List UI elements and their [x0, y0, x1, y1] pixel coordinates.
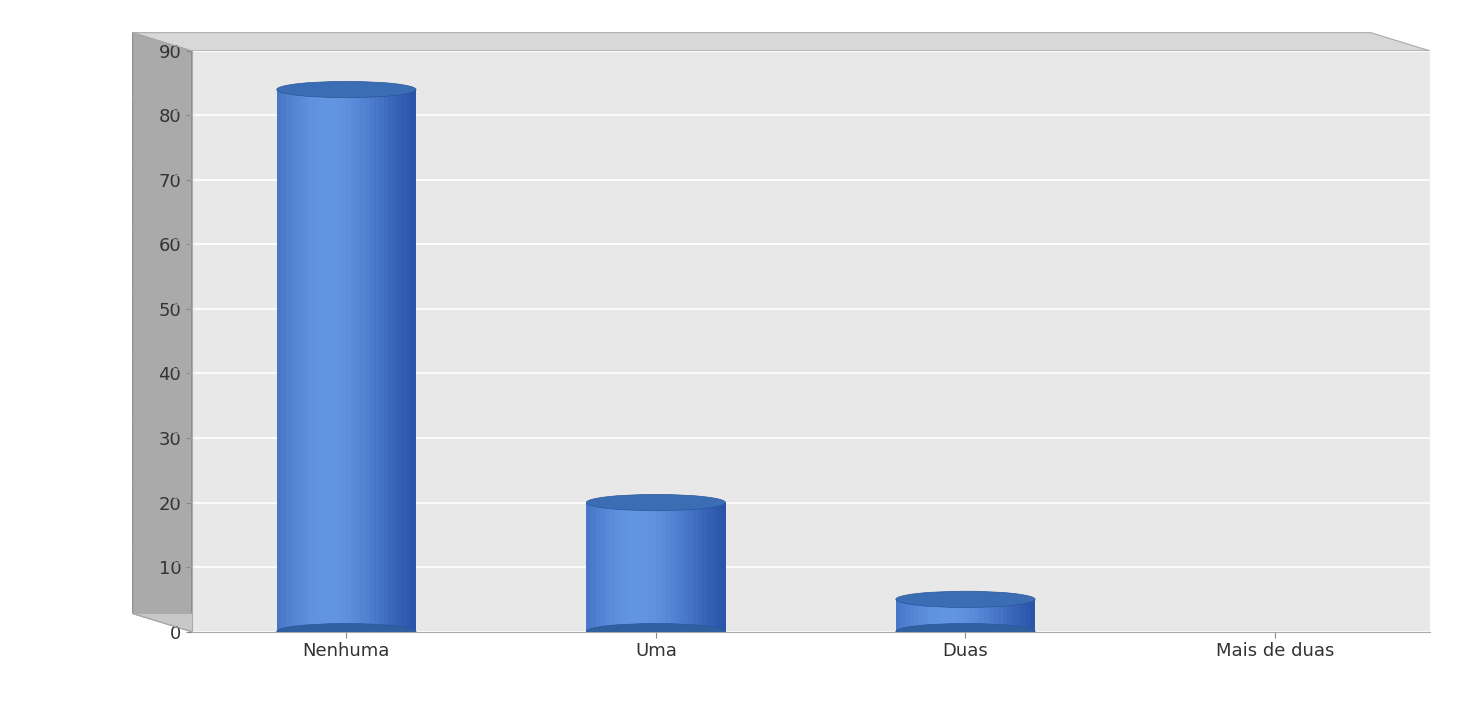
- Bar: [680, 502, 684, 632]
- Bar: [712, 502, 716, 632]
- Bar: [360, 89, 366, 632]
- Bar: [669, 502, 675, 632]
- Bar: [290, 89, 295, 632]
- Bar: [933, 600, 937, 632]
- Bar: [675, 502, 680, 632]
- Bar: [961, 600, 965, 632]
- Bar: [901, 600, 905, 632]
- Bar: [314, 89, 318, 632]
- Bar: [993, 600, 998, 632]
- Bar: [647, 502, 652, 632]
- Bar: [929, 600, 933, 632]
- Bar: [310, 89, 314, 632]
- Bar: [937, 600, 942, 632]
- Bar: [277, 89, 416, 632]
- Bar: [979, 600, 985, 632]
- Bar: [301, 89, 305, 632]
- Bar: [355, 89, 360, 632]
- Ellipse shape: [896, 591, 1035, 608]
- Bar: [277, 89, 282, 632]
- Bar: [998, 600, 1002, 632]
- Bar: [1030, 600, 1035, 632]
- Bar: [587, 502, 725, 632]
- Bar: [295, 89, 301, 632]
- Bar: [1011, 600, 1017, 632]
- Bar: [643, 502, 647, 632]
- Bar: [600, 502, 604, 632]
- Bar: [624, 502, 628, 632]
- Bar: [684, 502, 688, 632]
- Bar: [286, 89, 290, 632]
- Bar: [721, 502, 725, 632]
- Ellipse shape: [896, 624, 1035, 640]
- Bar: [697, 502, 702, 632]
- Bar: [957, 600, 961, 632]
- Bar: [896, 600, 1035, 632]
- Bar: [1007, 600, 1011, 632]
- Bar: [656, 502, 660, 632]
- Bar: [619, 502, 624, 632]
- Bar: [587, 502, 591, 632]
- Bar: [924, 600, 929, 632]
- Bar: [604, 502, 610, 632]
- Bar: [318, 89, 323, 632]
- Bar: [333, 89, 338, 632]
- Bar: [388, 89, 392, 632]
- Bar: [610, 502, 615, 632]
- Ellipse shape: [277, 624, 416, 640]
- Ellipse shape: [587, 624, 725, 640]
- Bar: [323, 89, 327, 632]
- Bar: [708, 502, 712, 632]
- Bar: [905, 600, 909, 632]
- Bar: [660, 502, 665, 632]
- Bar: [370, 89, 374, 632]
- Bar: [383, 89, 388, 632]
- Bar: [702, 502, 708, 632]
- Bar: [392, 89, 398, 632]
- Bar: [688, 502, 693, 632]
- Bar: [665, 502, 669, 632]
- Bar: [909, 600, 914, 632]
- Bar: [327, 89, 333, 632]
- Bar: [595, 502, 600, 632]
- Bar: [1002, 600, 1007, 632]
- Bar: [346, 89, 351, 632]
- Bar: [366, 89, 370, 632]
- Bar: [652, 502, 656, 632]
- Bar: [411, 89, 416, 632]
- Bar: [914, 600, 918, 632]
- Bar: [632, 502, 637, 632]
- Bar: [615, 502, 619, 632]
- Bar: [282, 89, 286, 632]
- Bar: [716, 502, 721, 632]
- Bar: [1026, 600, 1030, 632]
- Ellipse shape: [277, 81, 416, 98]
- Bar: [591, 502, 595, 632]
- Bar: [985, 600, 989, 632]
- Bar: [1021, 600, 1026, 632]
- Bar: [407, 89, 411, 632]
- Bar: [305, 89, 310, 632]
- Bar: [946, 600, 952, 632]
- Bar: [952, 600, 957, 632]
- Bar: [965, 600, 970, 632]
- Bar: [1017, 600, 1021, 632]
- Bar: [374, 89, 379, 632]
- Ellipse shape: [587, 494, 725, 510]
- Bar: [637, 502, 643, 632]
- Bar: [970, 600, 974, 632]
- Bar: [402, 89, 407, 632]
- Bar: [379, 89, 383, 632]
- Bar: [942, 600, 946, 632]
- Bar: [693, 502, 697, 632]
- Bar: [896, 600, 901, 632]
- Bar: [918, 600, 924, 632]
- Bar: [628, 502, 632, 632]
- Bar: [338, 89, 342, 632]
- Bar: [398, 89, 402, 632]
- Bar: [974, 600, 979, 632]
- Bar: [351, 89, 355, 632]
- Bar: [989, 600, 993, 632]
- Bar: [342, 89, 346, 632]
